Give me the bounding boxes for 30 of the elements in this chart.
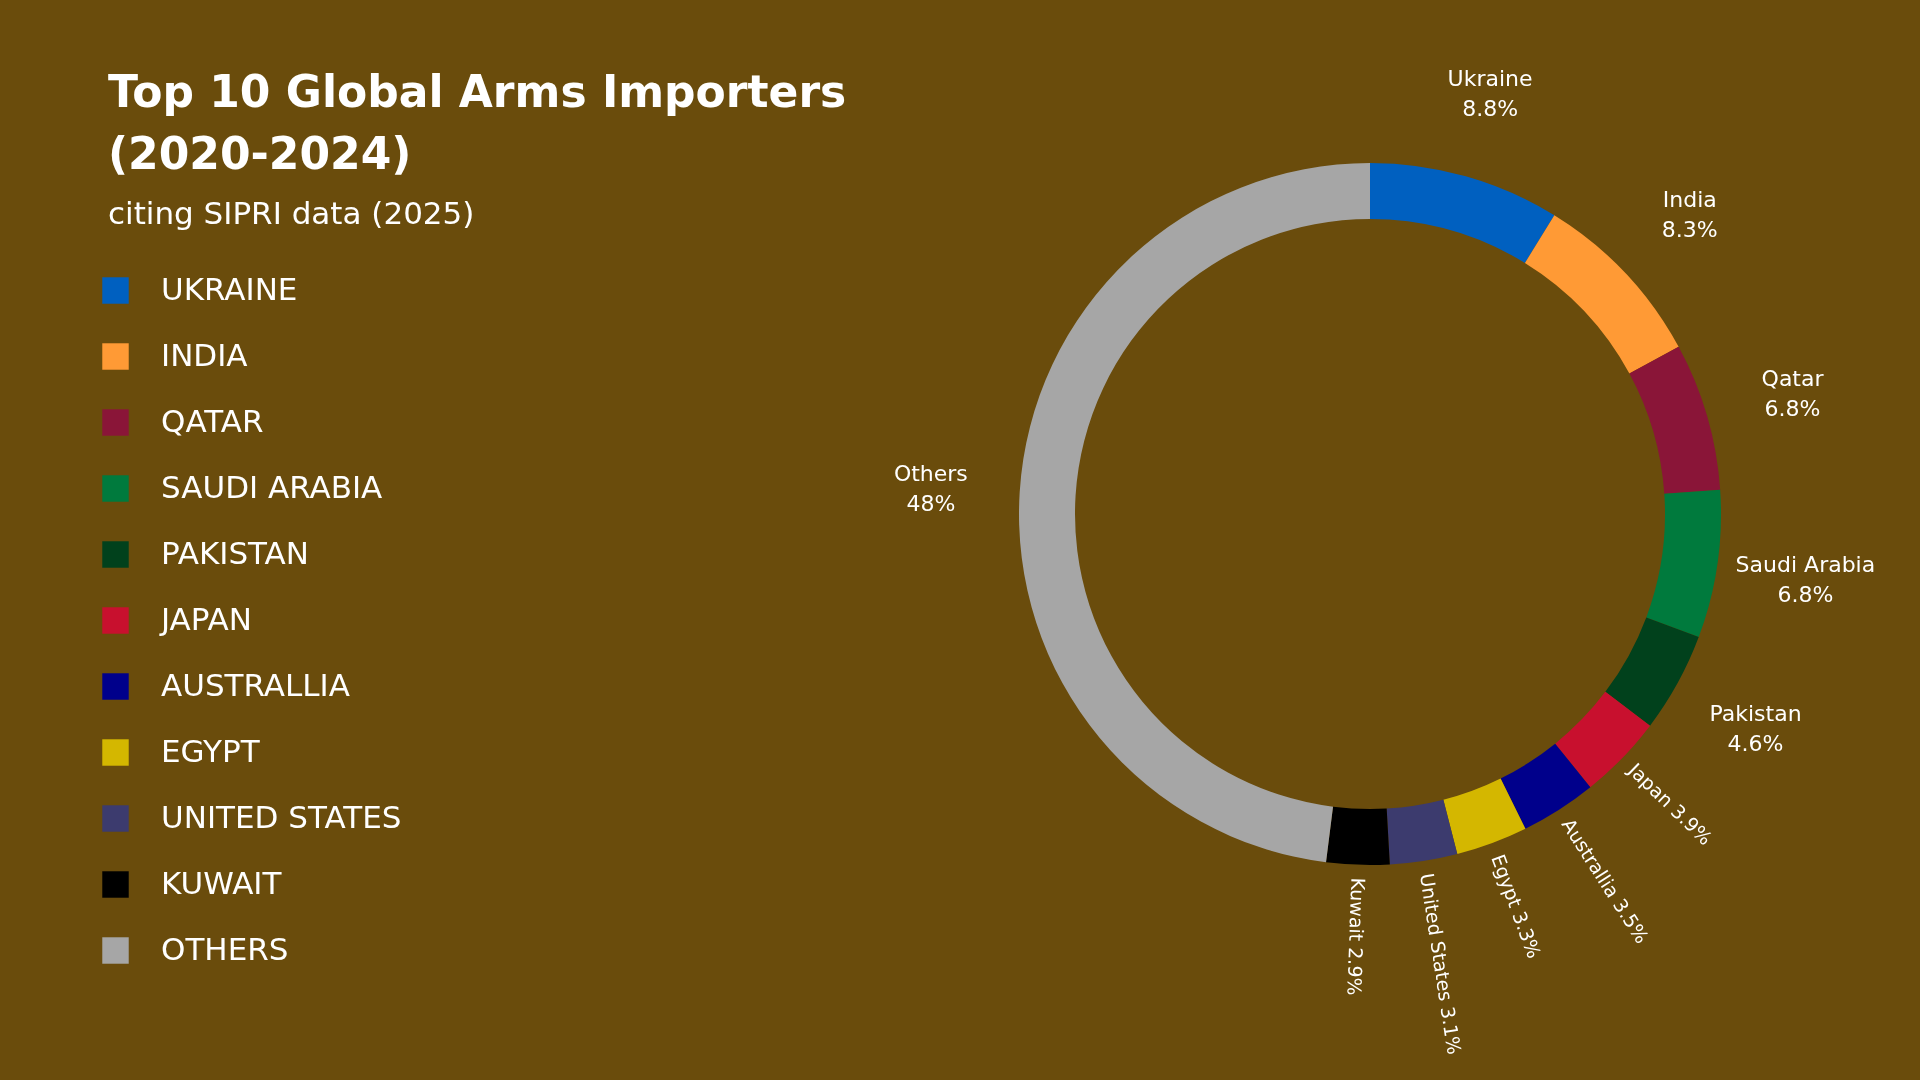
legend-label: AUSTRALLIA [161, 666, 350, 703]
data-label: United States 3.1% [1415, 871, 1466, 1057]
donut-slice [1629, 346, 1721, 494]
donut-slice [1646, 489, 1721, 638]
legend-label: PAKISTAN [161, 534, 309, 571]
legend-label: EGYPT [161, 732, 261, 769]
legend-label: JAPAN [159, 600, 252, 637]
donut-slice [1443, 778, 1526, 854]
legend-label: SAUDI ARABIA [161, 468, 383, 505]
legend-label: INDIA [161, 336, 248, 373]
data-label: Egypt 3.3% [1487, 851, 1546, 962]
data-label: Pakistan 4.6% [1709, 700, 1802, 756]
data-label: Kuwait 2.9% [1343, 877, 1370, 996]
legend-label: UNITED STATES [161, 798, 402, 835]
data-label: India 8.3% [1661, 186, 1718, 242]
data-label: Ukraine 8.8% [1447, 65, 1533, 121]
text: citing SIPRI data (2025) [108, 195, 475, 231]
legend-label: QATAR [161, 402, 264, 439]
legend-label: OTHERS [161, 930, 289, 967]
legend-label: UKRAINE [161, 270, 298, 307]
text: Top 10 Global Arms Importers (2020-2024) [108, 66, 847, 179]
data-label: Others 48% [893, 461, 968, 517]
donut-slice [1386, 799, 1458, 865]
data-label: Saudi Arabia 6.8% [1735, 552, 1876, 608]
donut-slice [1370, 163, 1555, 263]
legend-label: KUWAIT [161, 864, 283, 901]
donut-slice [1605, 617, 1699, 726]
data-label: Qatar 6.8% [1761, 366, 1825, 422]
donut-slice [1019, 163, 1370, 863]
donut-slice [1326, 806, 1390, 865]
